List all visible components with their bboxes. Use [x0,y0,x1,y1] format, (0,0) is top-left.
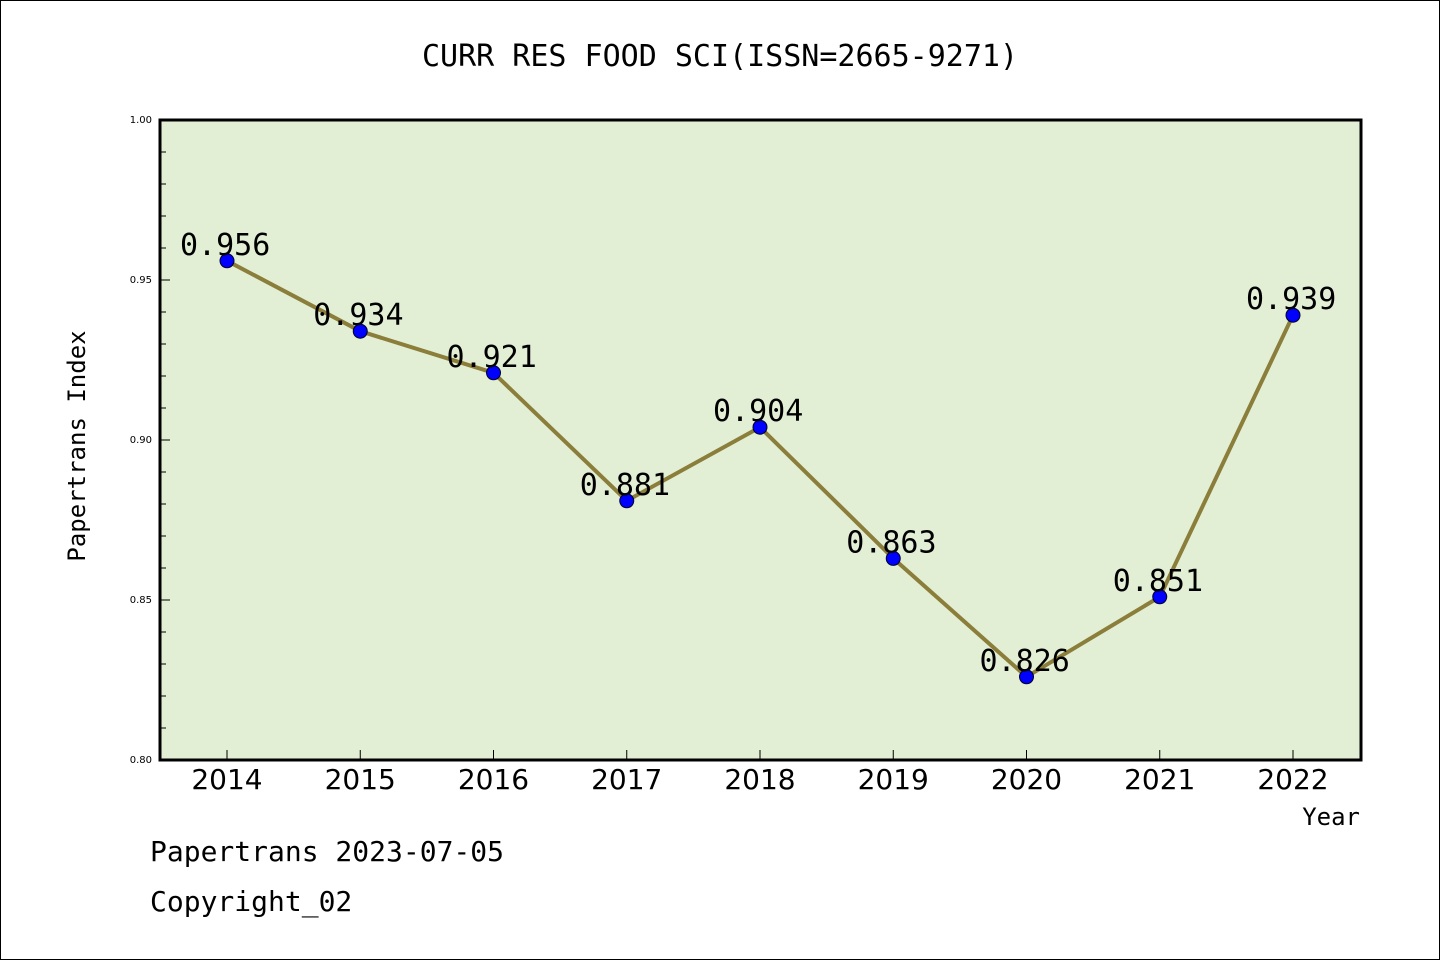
x-tick-label: 2017 [591,763,662,796]
x-tick-label: 2021 [1124,763,1195,796]
y-tick-label: 0.85 [130,595,152,606]
y-axis: 0.80 0.85 0.90 0.95 1.00 [130,115,170,766]
y-tick-label: 0.90 [130,435,152,446]
y-tick-label: 1.00 [130,115,152,126]
data-label: 0.934 [313,298,403,333]
footer-copyright: Copyright_02 [150,885,353,918]
x-tick-label: 2016 [458,763,529,796]
data-label: 0.939 [1246,282,1336,317]
data-label: 0.826 [980,644,1070,679]
data-point [219,253,235,269]
x-tick-label: 2015 [325,763,396,796]
plot-area [158,118,1363,762]
x-axis: 2014 2015 2016 2017 2018 2019 2020 2021 2022 [191,750,1329,796]
series: 0.956 0.934 0.921 0.881 0.904 0.863 0.826 0.851… [180,228,1336,685]
data-label: 0.921 [447,340,537,375]
y-tick-label: 0.80 [130,755,152,766]
y-tick-label: 0.95 [130,275,152,286]
x-tick-label: 2019 [858,763,929,796]
data-label: 0.851 [1113,564,1203,599]
data-label: 0.881 [580,468,670,503]
y-axis-label: Papertrans Index [63,330,91,561]
chart-title: CURR RES FOOD SCI(ISSN=2665-9271) [422,39,1018,74]
data-point [885,550,901,566]
data-point [1152,589,1168,605]
data-label: 0.904 [713,394,803,429]
x-tick-label: 2022 [1257,763,1328,796]
x-tick-label: 2018 [724,763,795,796]
data-label: 0.956 [180,228,270,263]
x-tick-label: 2014 [191,763,262,796]
data-point [752,419,768,435]
data-point [619,493,635,509]
data-label: 0.863 [846,525,936,560]
x-tick-label: 2020 [991,763,1062,796]
data-point [486,365,501,381]
data-point [1019,669,1034,685]
x-axis-label: Year [1302,803,1360,831]
data-point [1285,307,1301,323]
footer-date-line: Papertrans 2023-07-05 [150,835,505,868]
data-point [352,323,368,339]
